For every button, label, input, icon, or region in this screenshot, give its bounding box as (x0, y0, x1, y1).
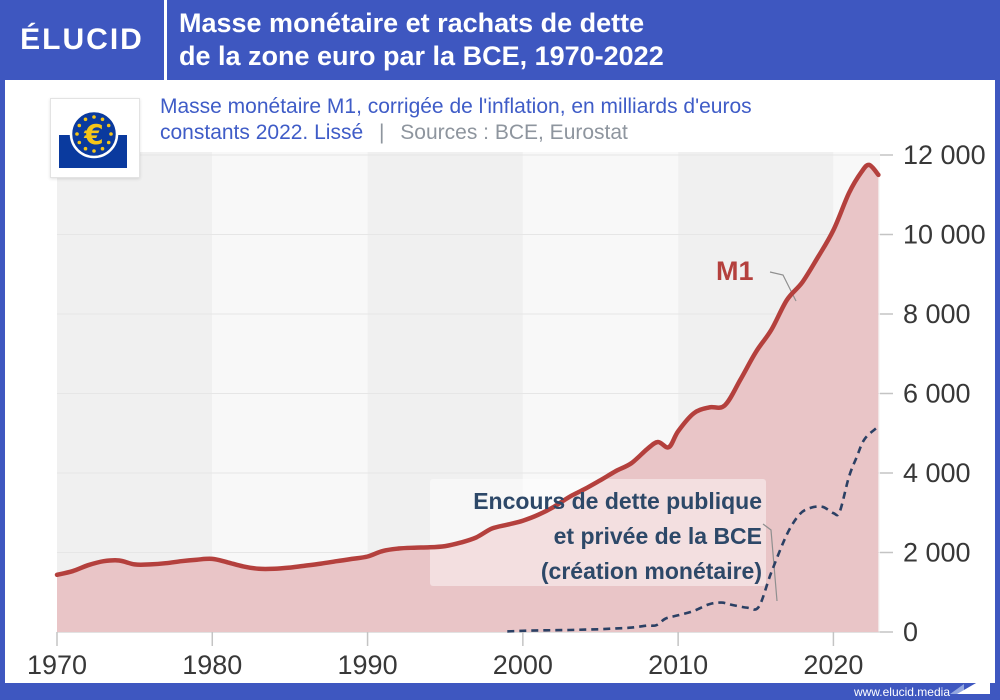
subtitle-line1: Masse monétaire M1, corrigée de l'inflat… (160, 95, 752, 118)
title-box: Masse monétaire et rachats de dette de l… (167, 0, 664, 80)
svg-text:6 000: 6 000 (903, 379, 971, 409)
page-title-line1: Masse monétaire et rachats de dette (179, 8, 645, 38)
svg-text:12 000: 12 000 (903, 140, 986, 170)
elucid-arrow-icon (950, 675, 990, 694)
svg-text:2010: 2010 (648, 650, 708, 680)
ecb-stars (75, 115, 113, 153)
debt-annotation-line2: et privée de la BCE (553, 523, 762, 549)
svg-text:1990: 1990 (338, 650, 398, 680)
brand-box: ÉLUCID (0, 0, 164, 80)
frame-border-left (0, 0, 5, 700)
footer-url: www.elucid.media (853, 685, 950, 699)
brand-logo: ÉLUCID (20, 23, 144, 56)
subtitle-separator: | (378, 121, 385, 144)
chart-subtitle: Masse monétaire M1, corrigée de l'inflat… (160, 94, 752, 146)
ecb-eurotower-icon: € (59, 109, 127, 168)
header-bar: ÉLUCID Masse monétaire et rachats de det… (0, 0, 1000, 80)
svg-text:10 000: 10 000 (903, 220, 986, 250)
sources-text: Sources : BCE, Eurostat (400, 121, 628, 144)
svg-text:2000: 2000 (493, 650, 553, 680)
svg-text:4 000: 4 000 (903, 458, 971, 488)
euro-symbol: € (83, 118, 103, 151)
frame-border-right (995, 0, 1000, 700)
debt-annotation-line3: (création monétaire) (540, 558, 762, 584)
page-title-line2: de la zone euro par la BCE, 1970-2022 (179, 41, 664, 71)
debt-series-annotation: Encours de dette publique et privée de l… (473, 484, 762, 589)
svg-text:1980: 1980 (182, 650, 242, 680)
ecb-logo: € (50, 98, 140, 178)
footer-bar: www.elucid.media (0, 683, 1000, 700)
svg-text:8 000: 8 000 (903, 299, 971, 329)
svg-text:2 000: 2 000 (903, 538, 971, 568)
svg-text:2020: 2020 (803, 650, 863, 680)
svg-text:1970: 1970 (27, 650, 87, 680)
header-divider (164, 0, 167, 80)
subtitle-line2: constants 2022. Lissé (160, 121, 364, 144)
debt-annotation-line1: Encours de dette publique (473, 488, 762, 514)
m1-series-label: M1 (716, 256, 754, 286)
svg-text:0: 0 (903, 617, 918, 647)
